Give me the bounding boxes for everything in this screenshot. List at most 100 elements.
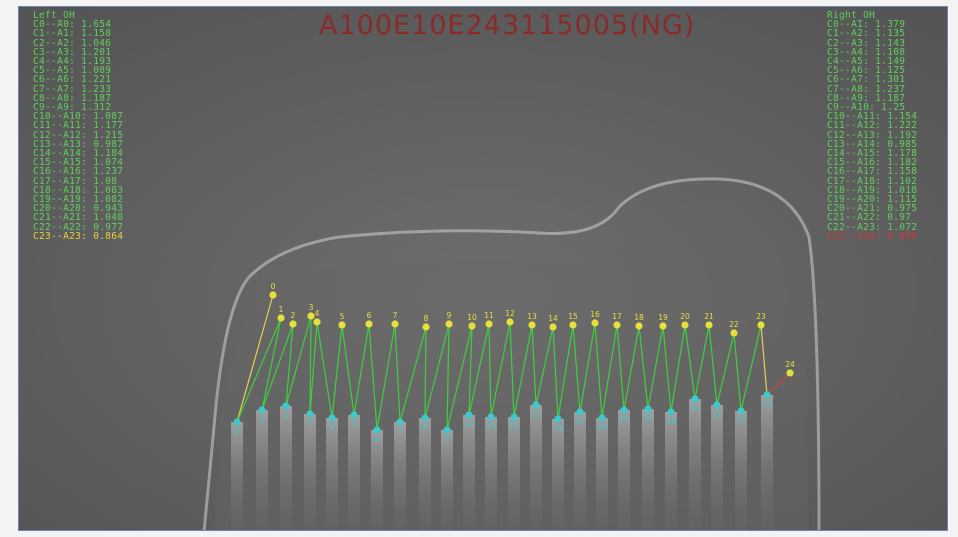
top-point — [445, 320, 453, 328]
left-row: C4--A4: 1.193 — [33, 56, 112, 68]
right-row: C12--A13: 1.192 — [827, 129, 918, 141]
pin-streak — [256, 410, 268, 530]
right-link — [513, 324, 533, 418]
top-point-label: 0 — [271, 282, 276, 291]
bottom-point — [713, 401, 721, 409]
pin-streak — [689, 399, 701, 530]
pin-streak — [530, 405, 542, 530]
bottom-point-label: 9 — [445, 435, 450, 444]
bottom-point — [620, 406, 628, 414]
right-oh-panel: Right_OH C0--A1: 1.379 C1--A2: 1.135 C2--A… — [827, 11, 918, 242]
left-link — [468, 325, 473, 416]
pin-streak — [665, 412, 677, 530]
right-link — [647, 325, 664, 410]
bottom-point-label: 18 — [643, 414, 653, 423]
left-row: C8--A8: 1.187 — [33, 92, 112, 104]
left-link — [309, 315, 312, 415]
right-row: C0--A1: 1.379 — [827, 19, 906, 31]
bottom-point-label: 3 — [308, 419, 313, 428]
image-background — [19, 7, 947, 530]
left-link — [616, 324, 625, 411]
top-point-label: 4 — [315, 309, 320, 318]
pin-streaks — [231, 395, 773, 530]
right-row: C2--A3: 1.143 — [827, 37, 906, 49]
top-point-label: 14 — [548, 314, 558, 323]
right-row: C5--A6: 1.125 — [827, 65, 906, 77]
right-link — [670, 324, 686, 413]
pin-streak — [463, 415, 475, 530]
left-row: C18--A18: 1.083 — [33, 184, 124, 196]
left-link — [552, 326, 559, 420]
top-point — [591, 319, 599, 327]
top-point — [681, 321, 689, 329]
bottom-point — [576, 408, 584, 416]
top-point — [289, 320, 297, 328]
top-point-label: 2 — [291, 311, 296, 320]
top-point — [528, 321, 536, 329]
top-point-label: 24 — [785, 360, 795, 369]
right-link — [309, 321, 318, 415]
left-link — [760, 324, 768, 396]
bottom-point-label: 2 — [284, 411, 289, 420]
right-row: C15--A16: 1.182 — [827, 157, 918, 169]
top-point-label: 13 — [527, 312, 537, 321]
top-point — [338, 321, 346, 329]
right-row: C23--A24: 0.000 — [827, 230, 918, 242]
top-point — [705, 321, 713, 329]
bottom-point — [487, 413, 495, 421]
bottom-point — [350, 411, 358, 419]
top-point — [365, 320, 373, 328]
bottom-point-label: 21 — [712, 410, 722, 419]
left-row: C10--A10: 1.087 — [33, 111, 124, 123]
left-panel-rows: C0--A0: 1.654 C1--A1: 1.158 C2--A2: 1.046 C… — [33, 20, 123, 241]
left-link — [509, 321, 515, 418]
bottom-point — [373, 426, 381, 434]
right-link — [490, 321, 511, 418]
top-point — [468, 322, 476, 330]
top-point — [659, 322, 667, 330]
bottom-point — [554, 415, 562, 423]
pin-streak — [231, 422, 243, 530]
top-point — [391, 320, 399, 328]
left-row: C2--A2: 1.046 — [33, 37, 112, 49]
pin-streak — [304, 414, 316, 530]
left-link — [638, 325, 649, 410]
top-point-label: 18 — [634, 313, 644, 322]
top-point — [569, 321, 577, 329]
right-row: C13--A14: 0.985 — [827, 138, 918, 150]
right-link — [468, 323, 490, 416]
pin-streak — [711, 405, 723, 530]
bottom-point — [396, 418, 404, 426]
right-link — [424, 323, 450, 419]
top-point — [549, 323, 557, 331]
pin-streak — [552, 419, 564, 530]
bottom-point-label: 17 — [619, 415, 629, 424]
top-point-label: 11 — [484, 311, 494, 320]
right-row: C4--A5: 1.149 — [827, 56, 906, 68]
bottom-point-label: 23 — [762, 400, 772, 409]
left-link — [368, 323, 378, 431]
top-point — [506, 318, 514, 326]
bottom-point-label: 13 — [531, 410, 541, 419]
top-point-label: 16 — [590, 310, 600, 319]
right-row: C19--A20: 1.115 — [827, 194, 918, 206]
left-row: C22--A22: 0.977 — [33, 221, 124, 233]
pin-streak — [326, 418, 338, 530]
left-row: C1--A1: 1.158 — [33, 28, 112, 40]
top-point-label: 19 — [658, 313, 668, 322]
top-point — [422, 323, 430, 331]
left-row: C3--A3: 1.201 — [33, 46, 112, 58]
left-row: C16--A16: 1.237 — [33, 166, 124, 178]
bottom-point — [644, 405, 652, 413]
left-link — [488, 323, 492, 418]
right-row: C7--A8: 1.237 — [827, 83, 906, 95]
top-point — [277, 314, 285, 322]
pin-streak — [419, 418, 431, 530]
right-row: C9--A10: 1.25 — [827, 102, 906, 114]
right-link — [331, 324, 343, 419]
bottom-point-label: 7 — [398, 427, 403, 436]
pin-streak — [574, 412, 586, 530]
top-point-label: 22 — [729, 320, 739, 329]
